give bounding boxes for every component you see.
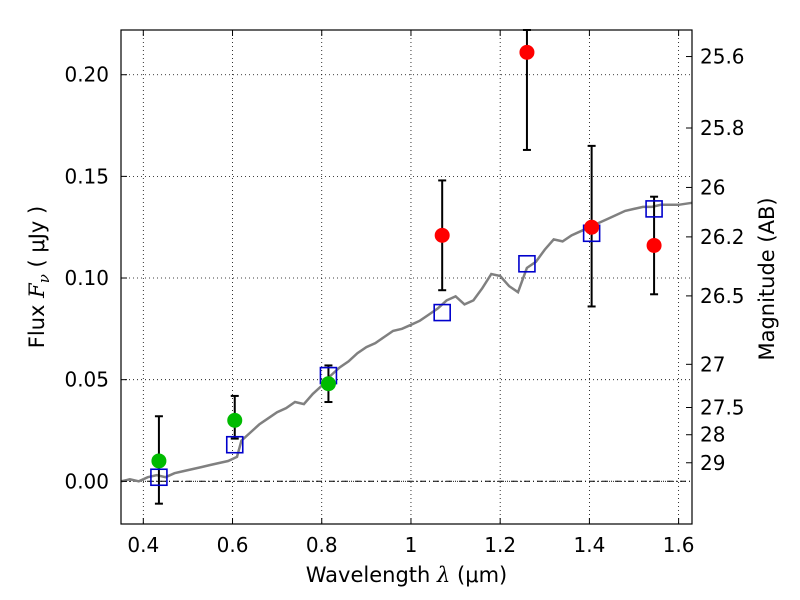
observed-point-red [434,227,450,243]
y2-tick-label: 25.8 [700,116,745,140]
y2-tick-label: 28 [700,423,725,447]
y2-axis-label: Magnitude (AB) [755,197,779,360]
model-photometry-square [645,200,663,218]
y2-tick-label: 25.6 [700,45,745,69]
observed-point-red [519,44,535,60]
x-tick-label: 1.6 [663,533,695,557]
y2-tick-label: 26.5 [700,284,745,308]
observed-point-green [320,376,336,392]
model-photometry-square [150,468,168,487]
x-axis-label: Wavelength λ (μm) [306,563,507,587]
observed-point-green [227,412,243,428]
x-tick-label: 1.4 [573,533,605,557]
y-tick-label: 0.05 [64,368,109,392]
x-tick-label: 0.6 [217,533,249,557]
model-photometry-square [225,435,244,454]
x-tick-label: 1.2 [484,533,516,557]
y2-tick-label: 29 [700,451,725,475]
grid [121,30,692,524]
y-tick-label: 0.15 [64,164,109,188]
y-axis-label: Flux Fν ( μJy ) [25,206,53,348]
plot-frame [120,29,693,525]
x-tick-label: 0.8 [306,533,338,557]
observed-point-green [151,453,167,469]
observed-point-red [646,237,662,253]
model-spectrum-line [120,201,693,483]
x-tick-label: 1 [405,533,418,557]
model-photometry-square [518,254,536,273]
plot-data [120,29,693,505]
y2-tick-label: 26 [700,175,725,199]
axes: 0.4 0.6 0.8 1 1.2 1.4 1.6 0.00 0.05 0.10 0.15 0.20 2… [64,30,745,557]
y2-tick-label: 27 [700,352,725,376]
y-tick-label: 0.00 [64,469,109,493]
observed-point-red [584,219,600,235]
model-photometry-square [433,303,451,322]
y-tick-label: 0.20 [64,63,109,87]
x-tick-label: 0.4 [127,533,159,557]
y-tick-label: 0.10 [64,266,109,290]
y2-tick-label: 26.2 [700,225,745,249]
y2-tick-label: 27.5 [700,395,745,419]
